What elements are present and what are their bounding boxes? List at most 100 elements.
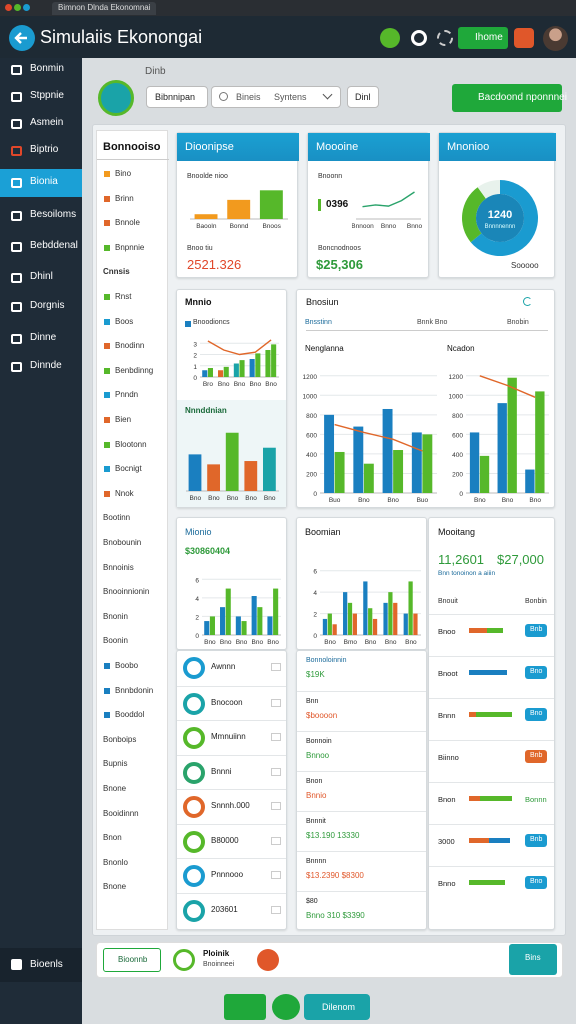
ledger-card[interactable]: Mooitang 11,2601 $27,000 Bnn tonoinon a aii… [428,517,555,930]
sidebar-item[interactable]: Dinne [0,325,82,353]
entry-row[interactable]: Bonnoin Bnnoo [297,731,426,771]
badge[interactable]: Bnb [525,750,547,763]
tab-button[interactable]: Bibnnipan [146,86,208,108]
account-row[interactable]: Bnnni [177,754,286,789]
subnav-item[interactable]: Bien [97,411,169,431]
subnav-item[interactable]: Booidinnn [97,805,169,825]
dock-button[interactable] [224,994,266,1020]
account-row[interactable]: Snnnh.000 [177,789,286,823]
tab[interactable]: Bnsstinn [305,319,332,326]
subnav-item[interactable]: Nnok [97,485,169,505]
account-row[interactable]: Pnnnooo [177,858,286,892]
subnav-item[interactable]: Bonboips [97,731,169,751]
footer-button[interactable]: Bioonnb [103,948,161,972]
subnav-item[interactable]: Pnndn [97,386,169,406]
subnav-item[interactable]: Bnonin [97,608,169,628]
subnav-item[interactable]: Bnpnnie [97,239,169,259]
refresh-icon[interactable] [523,297,532,306]
entry-row[interactable]: Bnon Bnnio [297,771,426,811]
sidebar-icon [11,302,22,312]
subnav-item[interactable]: Bnnole [97,214,169,234]
subnav-item[interactable]: Bnodinn [97,337,169,357]
settings-icon[interactable] [437,30,453,46]
account-row[interactable]: Bnocoon [177,685,286,720]
ledger-row[interactable]: Bnno Bno [429,866,554,906]
sidebar-item[interactable]: Dorgnis [0,293,82,321]
sidebar-item[interactable]: Dinnde [0,353,82,381]
subnav-item[interactable]: Bnnbdonin [97,682,169,702]
action-button[interactable]: Bacdoond nponnnei [452,84,567,112]
account-label: Bnnni [211,766,232,776]
subnav-item[interactable]: Booddol [97,706,169,726]
avatar[interactable] [543,26,568,51]
sidebar-item[interactable]: Dhinl [0,264,82,292]
subnav-item[interactable]: Bino [97,165,169,185]
subnav-item[interactable]: Boos [97,313,169,333]
ledger-row[interactable]: Bnoo Bnb [429,614,554,654]
kpi-card[interactable]: Moooine Bnoonn 0396 Boncnodnoos $25,306 [307,132,430,278]
subnav-item[interactable]: Rnst [97,288,169,308]
tab[interactable]: Bnobin [507,319,529,326]
sidebar-item[interactable]: Besoiloms [0,202,82,230]
account-row[interactable]: Mmnuiinn [177,720,286,754]
badge[interactable]: Bno [525,708,547,721]
subnav-item[interactable]: Bnobounin [97,534,169,554]
sidebar-item[interactable]: Bionia [0,169,82,197]
tab[interactable]: Bnnk Bno [417,319,448,326]
icon-button[interactable] [380,28,400,48]
account-row[interactable]: B80000 [177,823,286,858]
alert-icon[interactable] [257,949,279,971]
subnav-item[interactable]: Bnonlo [97,854,169,874]
ledger-row[interactable]: Bnon Bonnn [429,782,554,822]
sidebar-item[interactable]: Biptrio [0,137,82,165]
subnav-item[interactable]: Boobo [97,657,169,677]
subnav-item[interactable]: Bnon [97,829,169,849]
badge[interactable]: Bnb [525,834,547,847]
badge[interactable]: Bno [525,666,547,679]
dock-button[interactable]: Dilenom [304,994,370,1020]
subnav-label: Booddol [115,710,145,720]
donut-center: 1240 [488,209,512,221]
subnav-item[interactable]: Brinn [97,190,169,210]
subnav-item[interactable]: Bootinn [97,509,169,529]
badge[interactable]: Bnb [525,624,547,637]
sidebar-item[interactable]: Bebddenal [0,233,82,261]
account-row[interactable]: Awnnn [177,651,286,685]
entry-row[interactable]: Bnnnn $13.2390 $8300 [297,851,426,891]
sidebar-item[interactable]: Stppnie [0,83,82,111]
badge[interactable]: Bno [525,876,547,889]
filter-button[interactable]: Dinl [347,86,379,108]
search-box[interactable]: Bineis Syntens [211,86,341,108]
ledger-row[interactable]: Bnnn Bno [429,698,554,738]
subnav-item[interactable]: Bnnoinis [97,559,169,579]
ledger-row[interactable]: Biinno Bnb [429,740,554,780]
home-button[interactable]: Ihome [458,27,508,49]
subnav-item[interactable]: Bnone [97,780,169,800]
sidebar-item[interactable]: Bonmin [0,56,82,84]
ledger-label: Bnon [438,795,456,804]
subnav-item[interactable]: Cnnsis [97,263,169,283]
entry-row[interactable]: Bonnoloinnin $19K [297,651,426,691]
sidebar-item[interactable]: Asmein [0,110,82,138]
entry-row[interactable]: $80 Bnno 310 $3390 [297,891,426,931]
sidebar-footer[interactable]: Bioenls [0,948,82,982]
accounts-card[interactable]: Awnnn Bnocoon Mmnuiinn Bnnni Snnnh.000 B80000… [176,650,287,930]
subnav-item[interactable]: Boonin [97,632,169,652]
subnav-item[interactable]: Bocnigt [97,460,169,480]
entries-card[interactable]: Bonnoloinnin $19K Bnn $boooon Bonnoin Bnnoo Bn… [296,650,427,930]
subnav-item[interactable]: Bnone [97,878,169,898]
subnav-item[interactable]: Bnooinnionin [97,583,169,603]
ledger-row[interactable]: Bnoot Bno [429,656,554,696]
account-row[interactable]: 203601 [177,892,286,927]
ledger-row[interactable]: 3000 Bnb [429,824,554,864]
notify-icon[interactable] [514,28,534,48]
entry-row[interactable]: Bnnnit $13.190 13330 [297,811,426,851]
subnav-item[interactable]: Benbdinng [97,362,169,382]
back-button[interactable] [9,25,35,51]
subnav-item[interactable]: Blootonn [97,436,169,456]
entry-row[interactable]: Bnn $boooon [297,691,426,731]
footer-action[interactable]: Bins [509,944,557,975]
settings-icon[interactable] [411,30,427,46]
subnav-item[interactable]: Bupnis [97,755,169,775]
dock-button[interactable] [272,994,300,1020]
